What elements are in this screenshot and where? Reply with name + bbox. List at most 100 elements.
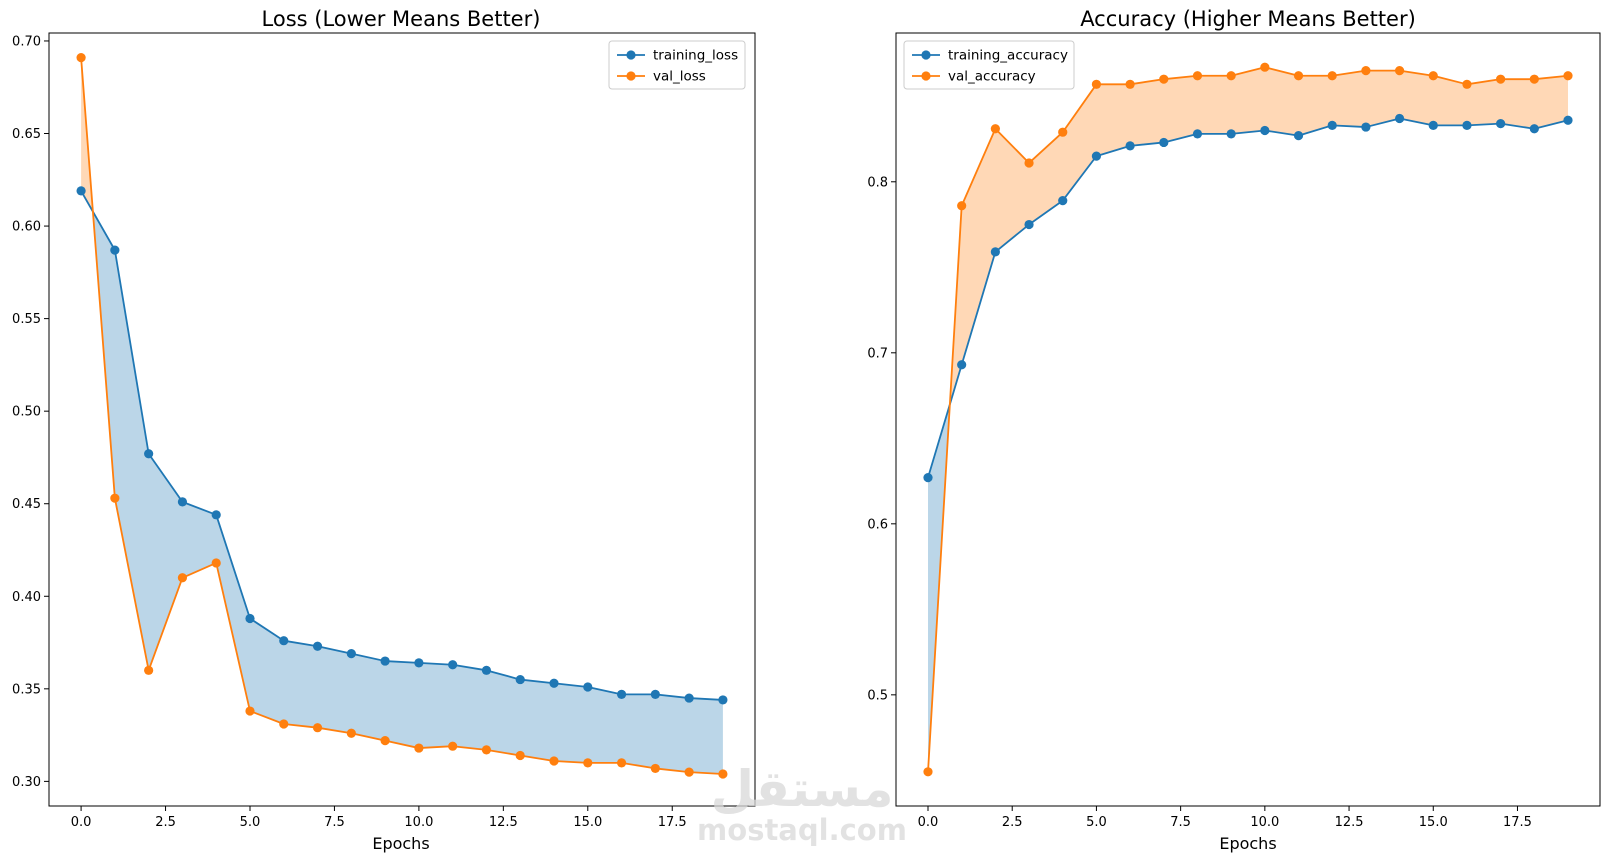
loss-point-val-loss bbox=[481, 745, 492, 755]
loss-point-val-loss bbox=[616, 758, 627, 768]
accuracy-x-tick-label: 5.0 bbox=[1086, 815, 1107, 830]
accuracy-point-training-accuracy bbox=[957, 360, 967, 370]
loss-y-tick-label: 0.55 bbox=[12, 312, 41, 327]
accuracy-x-tick-label: 12.5 bbox=[1335, 815, 1364, 830]
loss-point-training-loss bbox=[448, 660, 458, 670]
loss-point-training-loss bbox=[650, 689, 660, 699]
accuracy-point-val-accuracy bbox=[1159, 74, 1169, 84]
loss-fill-region bbox=[92, 211, 723, 774]
accuracy-y-tick-label: 0.5 bbox=[867, 688, 888, 703]
accuracy-point-training-accuracy bbox=[923, 473, 933, 483]
loss-legend-label: training_loss bbox=[653, 48, 738, 64]
loss-point-training-loss bbox=[718, 695, 728, 705]
accuracy-line-training-accuracy bbox=[927, 117, 1569, 478]
accuracy-point-val-accuracy bbox=[1293, 71, 1304, 81]
accuracy-point-val-accuracy bbox=[1192, 71, 1203, 81]
accuracy-y-tick-label: 0.7 bbox=[867, 346, 888, 361]
accuracy-point-val-accuracy bbox=[1091, 79, 1102, 89]
accuracy-legend-label: val_accuracy bbox=[948, 69, 1036, 85]
accuracy-point-training-accuracy bbox=[1496, 119, 1506, 129]
loss-legend-label: val_loss bbox=[653, 69, 706, 85]
watermark-latin: mostaql.com bbox=[697, 813, 907, 847]
accuracy-point-val-accuracy bbox=[1024, 158, 1034, 168]
loss-point-val-loss bbox=[718, 769, 728, 779]
accuracy-point-training-accuracy bbox=[1192, 129, 1203, 139]
loss-point-val-loss bbox=[346, 728, 356, 738]
loss-point-training-loss bbox=[346, 649, 356, 659]
loss-y-ticks: 0.30 0.35 0.40 0.45 0.50 0.55 0.60 0.65 0.70 bbox=[12, 34, 49, 790]
accuracy-point-val-accuracy bbox=[1327, 71, 1337, 81]
accuracy-point-training-accuracy bbox=[1024, 219, 1034, 230]
accuracy-point-training-accuracy bbox=[1361, 122, 1371, 132]
accuracy-x-tick-label: 7.5 bbox=[1170, 815, 1191, 830]
accuracy-point-training-accuracy bbox=[1462, 120, 1472, 130]
accuracy-point-val-accuracy bbox=[1529, 74, 1539, 84]
loss-point-val-loss bbox=[144, 665, 154, 675]
accuracy-legend-marker bbox=[921, 50, 931, 60]
loss-legend-item: val_loss bbox=[617, 69, 706, 85]
accuracy-y-ticks: 0.5 0.6 0.7 0.8 bbox=[867, 175, 896, 703]
loss-x-tick-label: 10.0 bbox=[404, 815, 433, 830]
loss-point-training-loss bbox=[279, 636, 289, 646]
loss-point-training-loss bbox=[583, 682, 593, 692]
accuracy-x-ticks: 0.0 2.5 5.0 7.5 10.0 12.5 15.0 17.5 bbox=[918, 806, 1532, 830]
loss-point-val-loss bbox=[76, 53, 86, 63]
watermark: مستقل mostaql.com bbox=[697, 760, 907, 847]
accuracy-point-training-accuracy bbox=[1428, 120, 1438, 130]
accuracy-x-tick-label: 17.5 bbox=[1503, 815, 1532, 830]
accuracy-chart-title: Accuracy (Higher Means Better) bbox=[1080, 7, 1416, 31]
loss-line-val-loss bbox=[80, 57, 723, 775]
watermark-arabic: مستقل bbox=[711, 760, 894, 818]
loss-point-training-loss bbox=[177, 497, 188, 507]
loss-x-tick-label: 5.0 bbox=[240, 815, 261, 830]
accuracy-point-val-accuracy bbox=[1428, 71, 1438, 81]
loss-point-training-loss bbox=[380, 656, 390, 666]
accuracy-point-val-accuracy bbox=[1394, 66, 1405, 76]
accuracy-y-tick-label: 0.6 bbox=[867, 517, 888, 532]
loss-point-training-loss bbox=[76, 186, 86, 196]
accuracy-chart: 0.0 2.5 5.0 7.5 10.0 12.5 15.0 17.5 0.5 0.6 0.7 0.8… bbox=[867, 7, 1601, 853]
loss-point-val-loss bbox=[448, 741, 458, 751]
loss-point-val-loss bbox=[245, 706, 255, 716]
loss-chart: 0.0 2.5 5.0 7.5 10.0 12.5 15.0 17.5 0.30 0.35 0.40… bbox=[12, 7, 756, 853]
accuracy-x-tick-label: 15.0 bbox=[1419, 815, 1448, 830]
loss-point-val-loss bbox=[380, 736, 390, 746]
accuracy-legend-box bbox=[903, 40, 1075, 90]
accuracy-x-axis-label: Epochs bbox=[1219, 834, 1276, 853]
loss-y-tick-label: 0.65 bbox=[12, 127, 41, 142]
loss-y-tick-label: 0.70 bbox=[12, 34, 41, 49]
loss-x-tick-label: 12.5 bbox=[489, 815, 518, 830]
accuracy-legend: training_accuracy val_accuracy bbox=[903, 40, 1075, 90]
loss-point-training-loss bbox=[549, 678, 559, 688]
loss-y-tick-label: 0.45 bbox=[12, 497, 41, 512]
loss-legend: training_loss val_loss bbox=[608, 40, 746, 90]
accuracy-point-val-accuracy bbox=[1226, 71, 1236, 81]
loss-point-val-loss bbox=[279, 719, 289, 729]
loss-point-val-loss bbox=[515, 750, 525, 761]
accuracy-point-val-accuracy bbox=[1563, 71, 1573, 81]
accuracy-point-val-accuracy bbox=[1496, 74, 1506, 84]
loss-x-tick-label: 7.5 bbox=[324, 815, 345, 830]
loss-point-training-loss bbox=[515, 674, 525, 685]
loss-legend-marker bbox=[626, 71, 636, 81]
loss-point-training-loss bbox=[312, 641, 323, 651]
accuracy-point-val-accuracy bbox=[1260, 62, 1270, 72]
loss-point-val-loss bbox=[110, 493, 120, 503]
accuracy-point-training-accuracy bbox=[1327, 120, 1337, 130]
accuracy-point-training-accuracy bbox=[990, 247, 1000, 257]
accuracy-series-training-accuracy bbox=[923, 113, 1573, 483]
accuracy-point-training-accuracy bbox=[1058, 196, 1068, 206]
accuracy-y-tick-label: 0.8 bbox=[867, 175, 888, 190]
accuracy-x-tick-label: 0.0 bbox=[918, 815, 939, 830]
loss-line-training-loss bbox=[80, 190, 723, 701]
accuracy-series-val-accuracy bbox=[923, 62, 1573, 777]
loss-legend-marker bbox=[626, 50, 636, 60]
accuracy-point-training-accuracy bbox=[1293, 131, 1304, 141]
loss-x-tick-label: 17.5 bbox=[658, 815, 687, 830]
accuracy-fill-region bbox=[949, 67, 1568, 405]
accuracy-plot-frame bbox=[895, 32, 1601, 807]
accuracy-line-val-accuracy bbox=[927, 66, 1569, 772]
loss-point-training-loss bbox=[616, 689, 627, 699]
accuracy-point-training-accuracy bbox=[1091, 151, 1102, 161]
